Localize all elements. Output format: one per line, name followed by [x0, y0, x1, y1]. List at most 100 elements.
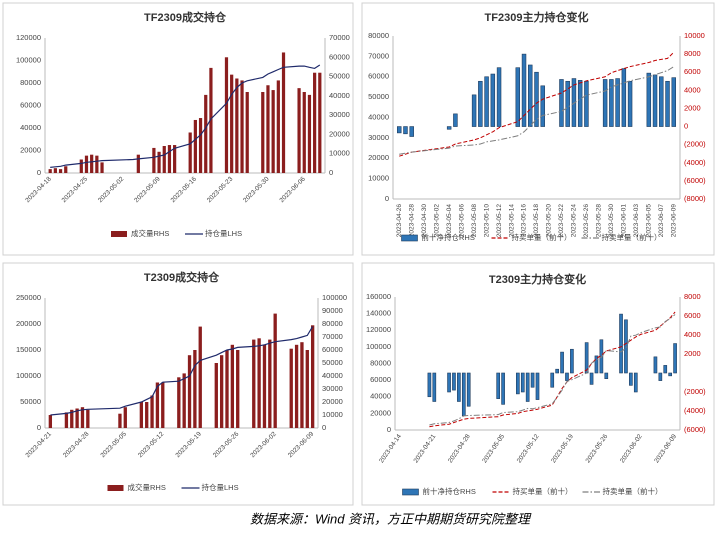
y-tick-label: 0 — [37, 423, 41, 432]
bar — [555, 368, 559, 374]
bar — [668, 372, 672, 377]
bar — [187, 355, 192, 428]
bar — [58, 169, 63, 173]
y2-tick-label: 10000 — [329, 149, 350, 158]
bar — [615, 78, 620, 127]
bar — [257, 338, 261, 428]
bar — [193, 350, 197, 428]
x-tick-label: 2023-05-26 — [583, 204, 590, 238]
y2-tick-label: 40000 — [322, 371, 343, 380]
legend-swatch — [107, 485, 124, 491]
bar — [230, 74, 234, 173]
y-tick-label: 80000 — [20, 78, 41, 87]
panel — [2, 2, 354, 256]
y2-tick-label: (6000) — [684, 425, 706, 434]
bar — [318, 72, 322, 173]
x-tick-label: 2023-05-04 — [446, 204, 453, 238]
y2-tick-label: 60000 — [329, 52, 350, 61]
x-tick-label: 2023-05-02 — [433, 204, 440, 238]
bar — [501, 372, 505, 405]
legend-label: 成交量RHS — [131, 228, 169, 238]
bar — [453, 113, 458, 127]
bar — [447, 372, 451, 393]
y2-tick-label: 20000 — [322, 397, 343, 406]
bar — [452, 372, 456, 391]
x-tick-label: 2023-05-14 — [508, 204, 515, 238]
bar — [48, 169, 52, 173]
y-tick-label: 100000 — [16, 371, 41, 380]
y2-tick-label: 10000 — [322, 410, 343, 419]
bar — [515, 67, 521, 127]
x-tick-label: 2023-04-26 — [396, 204, 403, 238]
bar — [671, 77, 676, 127]
bar — [95, 155, 99, 173]
y2-tick-label: 0 — [684, 122, 688, 131]
y2-tick-label: 6000 — [684, 67, 701, 76]
y2-tick-label: (2000) — [684, 387, 706, 396]
bar — [161, 382, 165, 428]
bar — [118, 413, 122, 428]
chart-title: T2309主力持仓变化 — [489, 272, 586, 286]
y-tick-label: 60000 — [20, 100, 41, 109]
bar — [53, 168, 57, 173]
bar — [123, 407, 127, 428]
panel — [361, 2, 715, 256]
y2-tick-label: 6000 — [684, 311, 701, 320]
bar — [624, 319, 628, 374]
y2-tick-label: 0 — [329, 168, 333, 177]
panel — [361, 262, 715, 506]
bar — [652, 74, 658, 127]
bar — [594, 355, 599, 374]
bar — [604, 372, 609, 379]
bar — [198, 326, 202, 428]
bar — [571, 78, 577, 127]
caption: 数据来源：Wind 资讯，方正中期期货研究院整理 — [250, 511, 532, 526]
bar — [268, 339, 272, 428]
y-tick-label: 80000 — [370, 358, 391, 367]
bar — [289, 348, 293, 428]
bar — [252, 339, 256, 428]
y-tick-label: 0 — [37, 168, 41, 177]
legend-label: 持卖单量（前十） — [602, 232, 662, 242]
bar — [281, 52, 286, 173]
bar — [665, 80, 670, 127]
y2-tick-label: 50000 — [329, 72, 350, 81]
y-tick-label: 20000 — [20, 145, 41, 154]
x-tick-label: 2023-05-24 — [571, 204, 578, 238]
bar — [550, 372, 555, 388]
bar — [204, 94, 208, 173]
bar — [75, 408, 79, 428]
bar — [209, 67, 213, 173]
bar — [619, 313, 623, 374]
legend-label: 持买单量（前十） — [513, 486, 573, 496]
bar — [653, 356, 658, 374]
bar — [266, 85, 270, 173]
y-tick-label: 20000 — [370, 408, 391, 417]
bar — [629, 372, 633, 386]
x-tick-label: 2023-05-18 — [533, 204, 540, 238]
line — [50, 326, 314, 416]
bar — [397, 126, 402, 134]
legend-swatch — [401, 234, 418, 242]
bar — [136, 154, 140, 173]
bar — [535, 372, 540, 400]
y2-tick-label: 30000 — [322, 384, 343, 393]
y2-tick-label: 2000 — [684, 103, 701, 112]
y-tick-label: 50000 — [368, 92, 389, 101]
bar — [528, 64, 533, 127]
bar — [240, 80, 244, 173]
y-tick-label: 100000 — [366, 342, 391, 351]
bar — [86, 409, 90, 428]
x-tick-label: 2023-06-07 — [658, 204, 665, 238]
bar — [145, 402, 149, 428]
bar — [152, 147, 156, 173]
bar — [48, 415, 53, 428]
y2-tick-label: 50000 — [322, 358, 343, 367]
y-tick-label: 60000 — [370, 375, 391, 384]
y2-tick-label: (4000) — [684, 158, 706, 167]
y-tick-label: 200000 — [16, 319, 41, 328]
y-tick-label: 40000 — [368, 112, 389, 121]
bar — [432, 372, 437, 402]
bar — [70, 409, 74, 428]
